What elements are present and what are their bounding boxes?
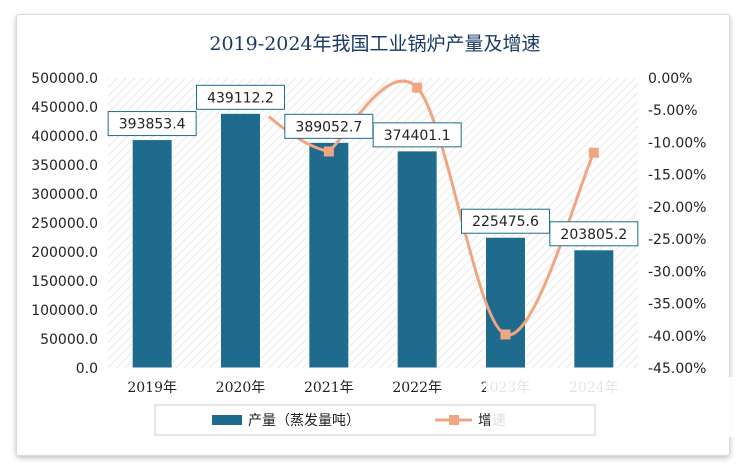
legend: 产量（蒸发量吨） 增速 bbox=[154, 404, 596, 436]
y-right-tick-label: -5.00% bbox=[648, 103, 698, 119]
y-left-tick-label: 450000.0 bbox=[31, 100, 98, 116]
growth-line bbox=[327, 79, 596, 337]
y-right-tick-label: -30.00% bbox=[648, 264, 706, 280]
legend-bar-label: 产量（蒸发量吨） bbox=[248, 413, 360, 429]
data-label: 203805.2 bbox=[560, 227, 627, 243]
bar bbox=[131, 139, 173, 369]
growth-point bbox=[500, 329, 511, 340]
y-left-tick-label: 350000.0 bbox=[31, 158, 98, 174]
data-label: 374401.1 bbox=[384, 128, 451, 144]
y-left-tick-label: 300000.0 bbox=[31, 187, 98, 203]
data-label-box bbox=[196, 84, 285, 110]
y-right-tick-label: -45.00% bbox=[648, 361, 706, 377]
data-label: 389052.7 bbox=[295, 119, 362, 135]
data-label: 393853.4 bbox=[119, 117, 186, 133]
bar bbox=[220, 112, 261, 369]
y-right-tick-label: -20.00% bbox=[648, 200, 706, 216]
x-tick-label: 2022年 bbox=[392, 380, 442, 396]
data-label: 225475.6 bbox=[472, 214, 539, 230]
y-left-tick-label: 0.0 bbox=[76, 361, 98, 377]
data-label-box bbox=[107, 111, 197, 137]
y-right-tick-label: -40.00% bbox=[648, 329, 706, 345]
legend-faded-overlay bbox=[490, 406, 594, 434]
data-label-box bbox=[372, 122, 462, 148]
x-tick-label: 2021年 bbox=[304, 380, 354, 396]
x-tick-label: 2019年 bbox=[127, 380, 177, 396]
y-right-tick-label: -10.00% bbox=[648, 135, 706, 151]
data-label-box bbox=[461, 208, 550, 234]
data-label-box bbox=[549, 221, 639, 247]
growth-point bbox=[323, 146, 334, 157]
data-label: 439112.2 bbox=[207, 90, 274, 106]
growth-point bbox=[412, 82, 423, 93]
y-right-tick-label: -15.00% bbox=[648, 168, 706, 184]
y-left-tick-label: 500000.0 bbox=[31, 71, 98, 87]
y-right-tick-label: 0.00% bbox=[648, 71, 692, 87]
bar bbox=[485, 236, 526, 369]
y-left-tick-label: 150000.0 bbox=[31, 274, 98, 290]
y-left-tick-label: 200000.0 bbox=[31, 245, 98, 261]
legend-bar-swatch bbox=[212, 415, 242, 425]
y-left-tick-label: 100000.0 bbox=[31, 303, 98, 319]
x-tick-label: 2020年 bbox=[216, 380, 266, 396]
y-left-tick-label: 250000.0 bbox=[31, 216, 98, 232]
bar bbox=[308, 141, 350, 369]
chart-title: 2019-2024年我国工业锅炉产量及增速 bbox=[209, 33, 540, 55]
growth-point bbox=[588, 147, 599, 158]
legend-line-marker bbox=[449, 415, 459, 425]
y-left-tick-label: 400000.0 bbox=[31, 129, 98, 145]
bar bbox=[396, 150, 438, 369]
y-left-tick-label: 50000.0 bbox=[40, 332, 98, 348]
y-right-tick-label: -35.00% bbox=[648, 297, 706, 313]
bar bbox=[573, 249, 615, 369]
y-right-tick-label: -25.00% bbox=[648, 232, 706, 248]
